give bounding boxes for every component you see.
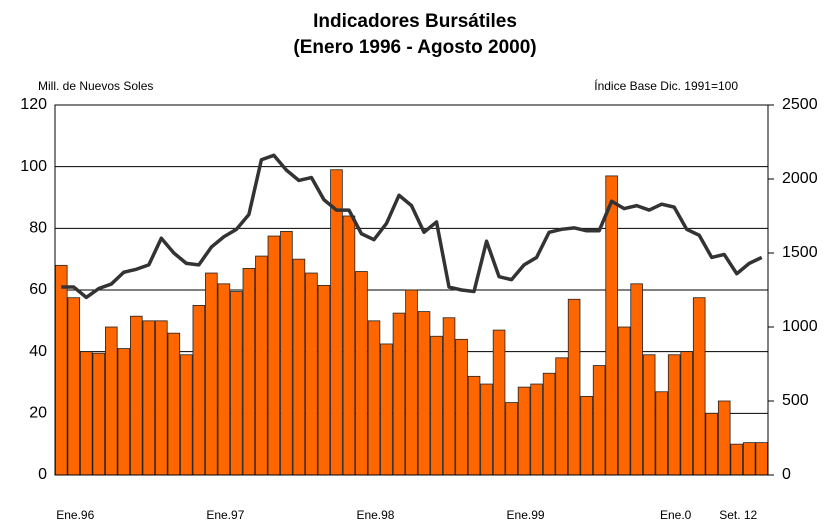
bar <box>117 348 131 476</box>
bar <box>205 272 218 476</box>
bar <box>580 395 593 476</box>
bar <box>467 375 481 476</box>
x-tick-label: Ene.96 <box>56 508 94 521</box>
bar <box>455 338 468 476</box>
bar <box>680 351 693 476</box>
bar <box>317 284 331 476</box>
y2-tick-label: 1500 <box>782 244 818 261</box>
chart-title: Indicadores Bursátiles <box>313 11 517 32</box>
bar <box>54 264 68 476</box>
y2-tick-label: 2500 <box>782 96 818 113</box>
bar <box>155 320 168 476</box>
bar <box>655 391 668 476</box>
bar <box>705 412 718 476</box>
y-axis-label: Mill. de Nuevos Soles <box>38 79 153 93</box>
bar <box>255 255 268 476</box>
bar <box>79 351 93 476</box>
bar <box>667 354 681 476</box>
line <box>61 153 763 300</box>
bar <box>267 235 281 476</box>
bar <box>180 354 193 476</box>
bar <box>567 298 581 476</box>
bar <box>242 268 256 476</box>
bar <box>517 386 531 476</box>
x-tick-label: Ene.99 <box>507 508 545 521</box>
bar <box>380 343 393 476</box>
bar <box>217 283 231 476</box>
bar <box>717 400 731 476</box>
bar <box>417 311 431 476</box>
bar <box>442 317 456 476</box>
y-tick-label: 0 <box>38 466 47 483</box>
bar <box>167 332 181 476</box>
y2-tick-label: 500 <box>782 392 809 409</box>
y-tick-label: 100 <box>20 158 47 175</box>
bar <box>692 297 706 476</box>
bar <box>542 372 556 476</box>
x-tick-label: Set. 12 <box>719 508 757 521</box>
plot-border <box>54 104 769 476</box>
bar <box>492 329 506 476</box>
bar <box>130 315 143 476</box>
bar <box>230 291 243 476</box>
bar <box>330 169 343 476</box>
bar <box>305 272 318 476</box>
bar <box>367 320 381 476</box>
bar <box>392 312 406 476</box>
bar <box>505 402 518 476</box>
bar <box>192 305 206 476</box>
bar <box>355 271 368 476</box>
bar <box>555 357 568 476</box>
x-tick-label: Ene.0 <box>660 508 692 521</box>
bar <box>530 383 543 476</box>
y-tick-label: 80 <box>29 220 47 237</box>
x-tick-label: Ene.97 <box>206 508 244 521</box>
bar <box>105 326 118 476</box>
bar <box>280 231 293 476</box>
bar <box>605 175 618 476</box>
bar <box>755 442 769 476</box>
y-tick-label: 60 <box>29 281 47 298</box>
bar <box>142 320 156 476</box>
y-tick-label: 120 <box>20 96 47 113</box>
y-tick-label: 20 <box>29 405 47 422</box>
y2-tick-label: 1000 <box>782 318 818 335</box>
bar <box>67 297 81 476</box>
bar <box>730 443 744 476</box>
bar <box>342 215 356 476</box>
bar <box>617 326 631 476</box>
bar <box>742 442 756 476</box>
bar <box>592 365 606 476</box>
y2-axis-label: Índice Base Dic. 1991=100 <box>594 78 738 93</box>
y2-tick-label: 0 <box>782 466 791 483</box>
bar <box>430 335 443 476</box>
y-tick-label: 40 <box>29 343 47 360</box>
bar <box>92 352 106 476</box>
y2-tick-label: 2000 <box>782 170 818 187</box>
bar <box>630 283 643 476</box>
bar <box>642 354 656 476</box>
bar <box>405 289 418 476</box>
x-tick-label: Ene.98 <box>356 508 394 521</box>
bar <box>480 383 493 476</box>
bar <box>292 258 306 476</box>
chart-subtitle: (Enero 1996 - Agosto 2000) <box>293 37 536 58</box>
